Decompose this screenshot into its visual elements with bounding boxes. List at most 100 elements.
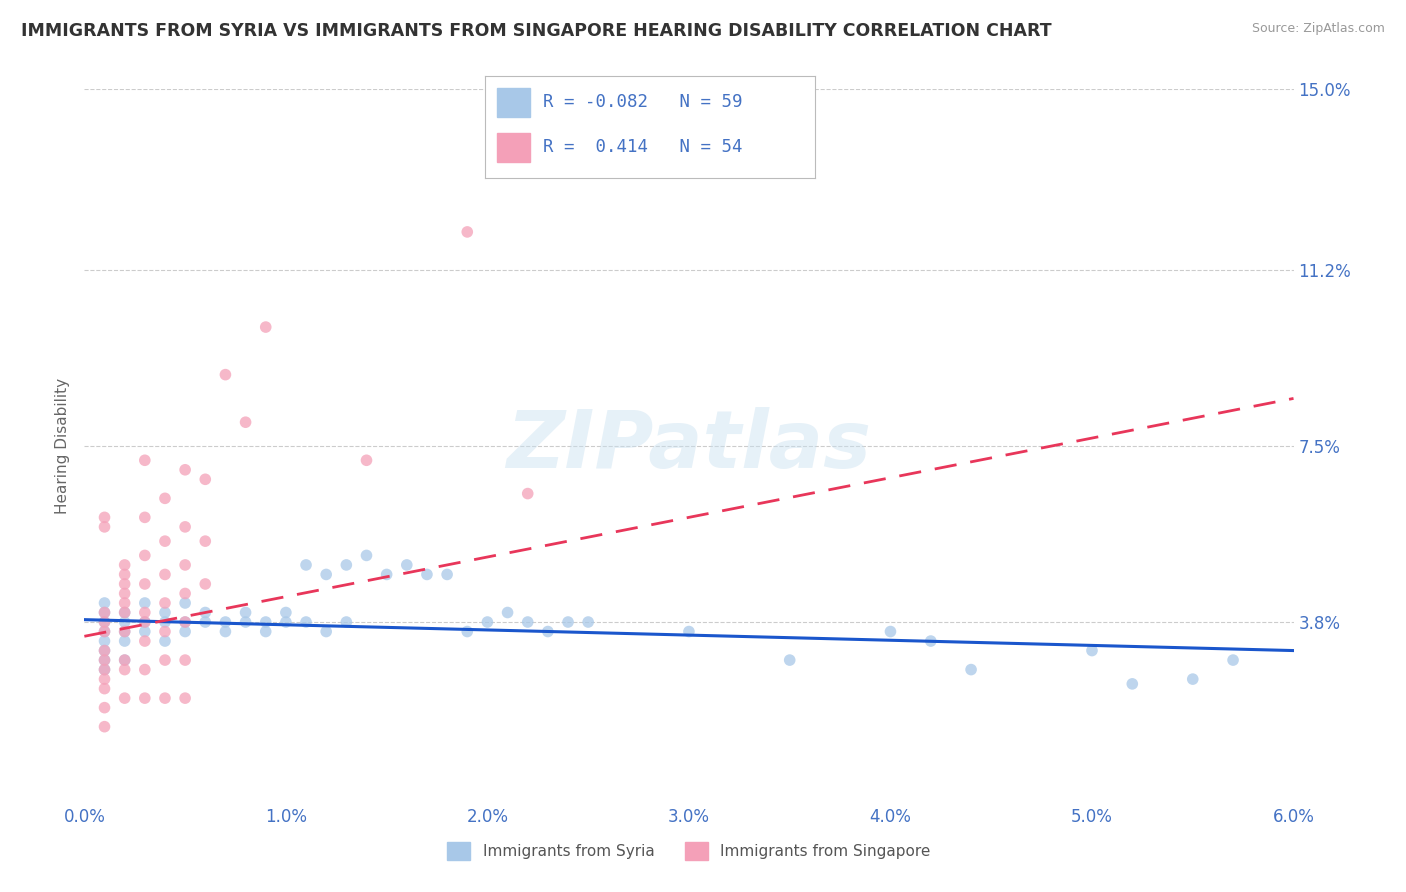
Point — [174, 463, 197, 477]
Point — [134, 577, 156, 591]
Point — [134, 691, 156, 706]
Y-axis label: Hearing Disability: Hearing Disability — [55, 378, 70, 514]
Text: R = -0.082   N = 59: R = -0.082 N = 59 — [543, 93, 742, 111]
Point — [960, 663, 983, 677]
Point — [93, 663, 115, 677]
Point — [456, 225, 478, 239]
Point — [295, 558, 318, 572]
Point — [134, 634, 156, 648]
Point — [134, 615, 156, 629]
Point — [254, 320, 277, 334]
Point — [214, 368, 236, 382]
Text: Source: ZipAtlas.com: Source: ZipAtlas.com — [1251, 22, 1385, 36]
Point — [153, 624, 176, 639]
Point — [93, 520, 115, 534]
Point — [194, 472, 217, 486]
Point — [174, 520, 197, 534]
Point — [335, 615, 357, 629]
Point — [174, 624, 197, 639]
Point — [93, 624, 115, 639]
Point — [114, 624, 136, 639]
Point — [295, 615, 318, 629]
Point — [114, 586, 136, 600]
Point — [134, 615, 156, 629]
Point — [436, 567, 458, 582]
Point — [93, 643, 115, 657]
Point — [274, 606, 297, 620]
Point — [194, 577, 217, 591]
Point — [114, 634, 136, 648]
Point — [1081, 643, 1104, 657]
Point — [235, 415, 257, 429]
Point — [114, 691, 136, 706]
Point — [456, 624, 478, 639]
Point — [93, 624, 115, 639]
Point — [114, 606, 136, 620]
Point — [114, 624, 136, 639]
Point — [93, 720, 115, 734]
Bar — [496, 88, 530, 117]
Point — [134, 624, 156, 639]
Point — [134, 596, 156, 610]
Point — [174, 653, 197, 667]
Point — [134, 453, 156, 467]
Point — [335, 558, 357, 572]
Point — [477, 615, 499, 629]
Point — [93, 596, 115, 610]
Point — [153, 596, 176, 610]
Point — [134, 549, 156, 563]
Point — [153, 691, 176, 706]
Point — [235, 615, 257, 629]
Point — [114, 567, 136, 582]
Point — [1121, 677, 1143, 691]
Point — [315, 624, 337, 639]
Point — [93, 606, 115, 620]
Point — [214, 624, 236, 639]
Point — [93, 672, 115, 686]
Point — [114, 653, 136, 667]
Bar — [496, 133, 530, 162]
Point — [254, 615, 277, 629]
Text: IMMIGRANTS FROM SYRIA VS IMMIGRANTS FROM SINGAPORE HEARING DISABILITY CORRELATIO: IMMIGRANTS FROM SYRIA VS IMMIGRANTS FROM… — [21, 22, 1052, 40]
Point — [194, 534, 217, 549]
Legend: Immigrants from Syria, Immigrants from Singapore: Immigrants from Syria, Immigrants from S… — [441, 836, 936, 866]
Point — [516, 615, 538, 629]
Text: R =  0.414   N = 54: R = 0.414 N = 54 — [543, 138, 742, 156]
Point — [153, 567, 176, 582]
Point — [375, 567, 398, 582]
Point — [920, 634, 942, 648]
Point — [194, 606, 217, 620]
Point — [537, 624, 560, 639]
Point — [114, 596, 136, 610]
Point — [356, 453, 378, 467]
Point — [1181, 672, 1204, 686]
Point — [134, 606, 156, 620]
Point — [93, 510, 115, 524]
Point — [395, 558, 418, 572]
Point — [879, 624, 901, 639]
Point — [93, 663, 115, 677]
Point — [93, 615, 115, 629]
Point — [93, 615, 115, 629]
Point — [235, 606, 257, 620]
Point — [174, 586, 197, 600]
Point — [174, 615, 197, 629]
Point — [153, 653, 176, 667]
Point — [93, 653, 115, 667]
Point — [93, 653, 115, 667]
Point — [153, 534, 176, 549]
Point — [153, 634, 176, 648]
Point — [557, 615, 579, 629]
Point — [114, 653, 136, 667]
Point — [93, 634, 115, 648]
Point — [114, 577, 136, 591]
Point — [93, 643, 115, 657]
Point — [274, 615, 297, 629]
Point — [356, 549, 378, 563]
Point — [779, 653, 801, 667]
Point — [153, 606, 176, 620]
Point — [516, 486, 538, 500]
Point — [576, 615, 599, 629]
Text: ZIPatlas: ZIPatlas — [506, 407, 872, 485]
Point — [416, 567, 439, 582]
